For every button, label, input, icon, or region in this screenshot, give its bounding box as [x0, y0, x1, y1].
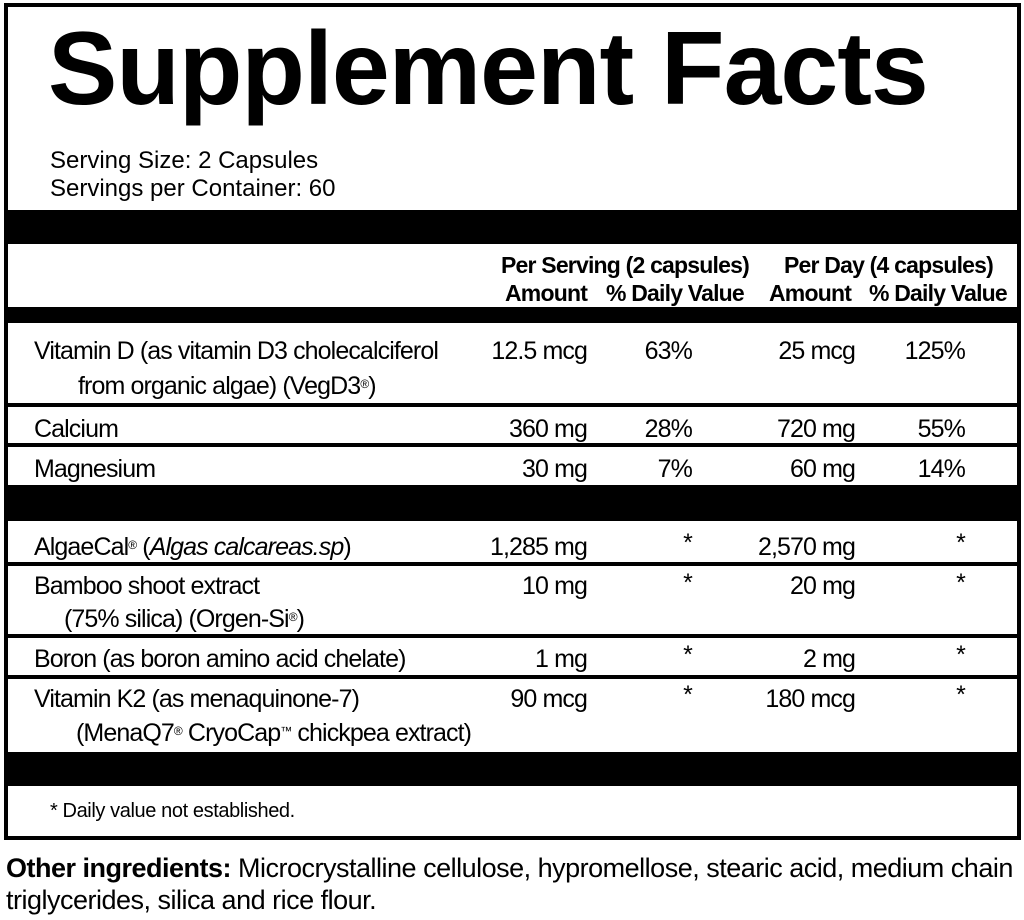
registered-mark: ® [128, 538, 137, 552]
daily-value: * [683, 681, 693, 709]
daily-value: 7% [657, 455, 693, 483]
day-daily-value: * [956, 681, 966, 709]
footnote: * Daily value not established. [50, 800, 295, 822]
divider-bar [8, 752, 1017, 786]
header-per-serving: Per Serving (2 capsules) [501, 252, 750, 278]
day-daily-value: * [956, 641, 966, 669]
servings-per-container: Servings per Container: 60 [50, 175, 336, 202]
other-ingredients-label: Other ingredients: [6, 853, 232, 883]
amount: 12.5 mcg [491, 337, 588, 365]
header-day-amount: Amount [769, 280, 852, 306]
daily-value: * [683, 641, 693, 669]
day-daily-value: 55% [917, 415, 966, 443]
header-dv: % Daily Value [606, 280, 745, 306]
ingredient-name: Vitamin K2 (as menaquinone-7) [34, 685, 360, 713]
row-divider [8, 562, 1017, 566]
registered-mark: ® [173, 724, 183, 738]
nutrient-detail: from organic algae) (VegD3 [78, 372, 361, 400]
day-amount: 180 mcg [765, 685, 855, 713]
ingredient-detail: CryoCap [181, 719, 281, 747]
header-per-day: Per Day (4 capsules) [784, 252, 994, 278]
day-amount: 2 mg [803, 645, 856, 673]
daily-value: 63% [644, 337, 693, 365]
panel-title: Supplement Facts [48, 11, 929, 127]
divider-bar [8, 210, 1017, 244]
day-daily-value: * [956, 569, 966, 597]
ingredient-detail: (MenaQ7 [76, 719, 175, 747]
day-daily-value: * [956, 529, 966, 557]
registered-mark: ® [360, 377, 369, 391]
daily-value: * [683, 569, 693, 597]
amount: 90 mcg [510, 685, 587, 713]
daily-value: 28% [644, 415, 693, 443]
nutrient-detail: (as vitamin D3 cholecalciferol [133, 337, 439, 365]
other-ingredients: Other ingredients: Microcrystalline cell… [6, 852, 1016, 916]
day-amount: 2,570 mg [757, 533, 856, 561]
nutrient-name: Calcium [34, 415, 119, 443]
row-divider [8, 403, 1017, 407]
registered-mark: ® [288, 610, 298, 624]
amount: 1 mg [535, 645, 588, 673]
nutrient-name: Vitamin D [34, 337, 135, 365]
day-amount: 720 mg [777, 415, 856, 443]
amount: 1,285 mg [489, 533, 588, 561]
amount: 360 mg [509, 415, 588, 443]
ingredient-detail: (75% silica) (Orgen-Si [64, 605, 290, 633]
day-daily-value: 14% [917, 455, 966, 483]
row-divider [8, 443, 1017, 447]
ingredient-name: Boron (as boron amino acid chelate) [34, 645, 406, 673]
ingredient-name: AlgaeCal [34, 533, 129, 561]
header-amount: Amount [505, 280, 588, 306]
amount: 10 mg [522, 572, 588, 600]
row-divider [8, 675, 1017, 679]
nutrient-name: Magnesium [34, 455, 156, 483]
day-amount: 25 mcg [778, 337, 855, 365]
divider-bar [8, 485, 1017, 521]
day-amount: 60 mg [790, 455, 856, 483]
serving-size: Serving Size: 2 Capsules [50, 147, 319, 174]
row-divider [8, 634, 1017, 638]
nutrient-detail: ) [368, 372, 376, 400]
daily-value: * [683, 529, 693, 557]
supplement-facts-panel: Supplement Facts Serving Size: 2 Capsule… [4, 3, 1021, 840]
ingredient-latin-name: Algas calcareas.sp [149, 533, 345, 561]
day-daily-value: 125% [904, 337, 966, 365]
ingredient-name: Bamboo shoot extract [34, 572, 260, 600]
ingredient-detail: ) [296, 605, 305, 633]
other-ingredients-text: Microcrystalline cellulose, hypromellose… [6, 853, 1013, 915]
trademark-mark: ™ [280, 724, 292, 738]
ingredient-detail: chickpea extract) [291, 719, 472, 747]
header-day-dv: % Daily Value [869, 280, 1008, 306]
amount: 30 mg [522, 455, 588, 483]
day-amount: 20 mg [790, 572, 856, 600]
divider-bar [8, 307, 1017, 323]
